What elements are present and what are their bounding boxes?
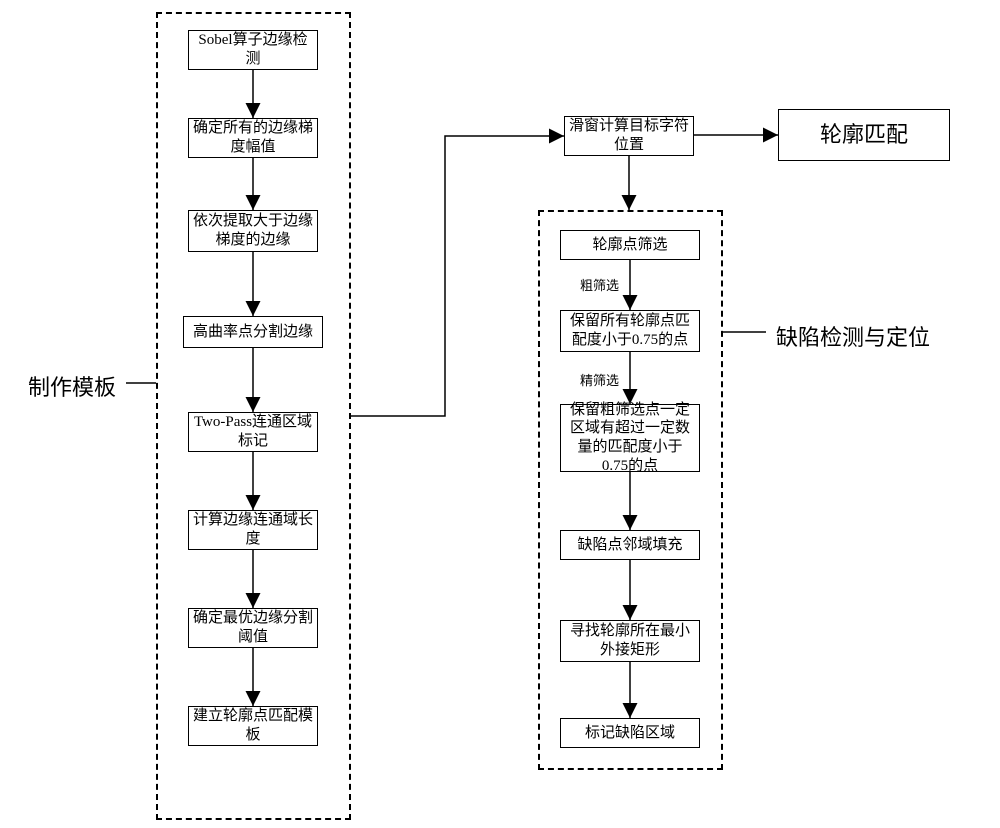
node-L1: Sobel算子边缘检测 <box>188 30 318 70</box>
node-L5: Two-Pass连通区域标记 <box>188 412 318 452</box>
node-L4: 高曲率点分割边缘 <box>183 316 323 348</box>
contour-matching-box: 轮廓匹配 <box>778 109 950 161</box>
node-L7: 确定最优边缘分割阈值 <box>188 608 318 648</box>
node-R6: 标记缺陷区域 <box>560 718 700 748</box>
node-L2: 确定所有的边缘梯度幅值 <box>188 118 318 158</box>
node-T1: 滑窗计算目标字符位置 <box>564 116 694 156</box>
node-L3: 依次提取大于边缘梯度的边缘 <box>188 210 318 252</box>
defect-dashed-group <box>538 210 723 770</box>
node-L6: 计算边缘连通域长度 <box>188 510 318 550</box>
node-L8: 建立轮廓点匹配模板 <box>188 706 318 746</box>
flow-polyline <box>351 136 564 416</box>
template-section-label: 制作模板 <box>28 370 116 402</box>
node-R1: 轮廓点筛选 <box>560 230 700 260</box>
node-R2: 保留所有轮廓点匹配度小于0.75的点 <box>560 310 700 352</box>
edge-label-coarse: 粗筛选 <box>580 275 619 294</box>
edge-label-fine: 精筛选 <box>580 370 619 389</box>
node-R3: 保留粗筛选点一定区域有超过一定数量的匹配度小于0.75的点 <box>560 404 700 472</box>
node-R4: 缺陷点邻域填充 <box>560 530 700 560</box>
node-R5: 寻找轮廓所在最小外接矩形 <box>560 620 700 662</box>
defect-section-label: 缺陷检测与定位 <box>776 320 930 352</box>
